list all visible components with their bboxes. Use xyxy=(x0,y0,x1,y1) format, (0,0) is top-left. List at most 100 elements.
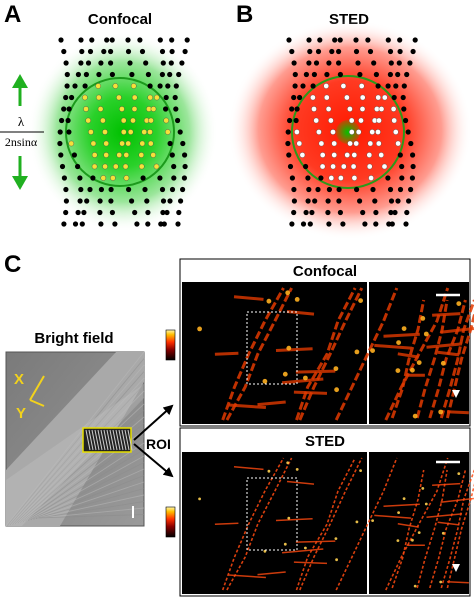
punctum xyxy=(424,502,428,506)
punctum xyxy=(397,511,400,514)
tubule-branch xyxy=(440,497,474,503)
fiber-dot xyxy=(404,209,410,216)
tubule xyxy=(226,457,293,591)
fiber-dot xyxy=(373,71,379,78)
fiber-dot xyxy=(395,198,401,204)
fiber-dot xyxy=(291,60,297,66)
fiber-dot xyxy=(313,60,320,66)
punctum xyxy=(396,340,401,345)
fiber-dot xyxy=(184,37,190,43)
tubule xyxy=(440,469,474,589)
striation-line xyxy=(13,390,145,525)
tubule-branch xyxy=(295,540,336,543)
fiber-dot xyxy=(285,140,291,147)
fiber-dot xyxy=(167,198,173,204)
fiber-dot xyxy=(306,37,312,43)
striation-line xyxy=(29,468,145,521)
roi-striation xyxy=(121,429,127,451)
sted-image xyxy=(182,452,367,594)
fiber-dot xyxy=(95,83,101,89)
fiber-dot xyxy=(289,106,295,112)
punctum xyxy=(370,348,375,353)
punctum xyxy=(333,366,339,371)
fiber-dot xyxy=(145,221,151,227)
fiber-dot xyxy=(392,129,399,135)
fiber-dot xyxy=(176,209,182,216)
fiber-dot xyxy=(83,106,89,112)
fiber-dot xyxy=(109,37,115,43)
fiber-dot xyxy=(395,140,401,147)
fiber-dot xyxy=(144,198,150,204)
fiber-dot xyxy=(150,152,156,158)
tubule-branch xyxy=(432,312,461,317)
punctum xyxy=(410,367,415,373)
fiber-dot xyxy=(145,209,151,216)
tubule-branch xyxy=(432,482,461,487)
fiber-dot xyxy=(164,209,170,216)
fiber-dot xyxy=(292,71,298,78)
fiber-dot xyxy=(169,48,175,55)
fiber-dot xyxy=(160,198,167,204)
fiber-dot xyxy=(381,163,388,170)
striation-line xyxy=(9,371,145,526)
fiber-dot xyxy=(311,106,317,112)
fiber-dot xyxy=(58,152,64,158)
fiber-dot xyxy=(164,129,171,135)
fiber-dot xyxy=(395,71,401,78)
fiber-dot xyxy=(182,48,188,55)
fiber-dot xyxy=(375,83,381,89)
fiber-dot xyxy=(160,209,166,216)
sted-arrowhead xyxy=(452,564,460,572)
fiber-dot xyxy=(139,48,146,55)
roi-striation xyxy=(94,429,100,451)
fiber-dot xyxy=(108,198,114,204)
fiber-dot xyxy=(178,198,184,204)
fiber-dot xyxy=(378,152,385,158)
roi-striation xyxy=(88,429,94,451)
fiber-dot xyxy=(72,83,78,89)
fiber-dot xyxy=(368,175,374,181)
fiber-dot xyxy=(375,129,381,135)
punctum xyxy=(441,531,445,535)
fiber-dot xyxy=(153,163,160,170)
fiber-dot xyxy=(313,117,320,124)
fiber-dot xyxy=(385,37,391,43)
fiber-dot xyxy=(180,186,186,193)
confocal-arrowhead xyxy=(452,390,460,398)
fiber-dot xyxy=(98,60,104,66)
roi-striation xyxy=(100,429,106,451)
fiber-dot xyxy=(286,152,292,158)
fiber-dot xyxy=(61,106,67,112)
formula-denominator: 2nsinα xyxy=(5,135,38,149)
fiber-dot xyxy=(102,163,108,170)
fiber-dot xyxy=(397,48,403,55)
fiber-dot xyxy=(129,198,135,204)
tubule-branch xyxy=(233,465,264,471)
fiber-dot xyxy=(399,163,405,170)
fiber-dot xyxy=(150,106,157,112)
punctum xyxy=(412,413,418,419)
fiber-dot xyxy=(131,94,138,101)
fiber-dot xyxy=(340,163,347,170)
fiber-dot xyxy=(182,163,188,170)
tubule-branch xyxy=(233,295,264,301)
fiber-dot xyxy=(385,83,391,89)
fiber-dot xyxy=(88,129,94,135)
fiber-dot xyxy=(372,198,378,204)
fiber-dot xyxy=(306,186,312,193)
fiber-dot xyxy=(408,140,414,147)
tubule-branch xyxy=(281,377,324,385)
fiber-dot xyxy=(312,198,318,204)
fiber-dot xyxy=(108,48,114,55)
fiber-dot xyxy=(324,71,330,78)
fiber-dot xyxy=(409,175,415,181)
fiber-dot xyxy=(90,175,96,181)
fiber-dot xyxy=(326,60,332,66)
fiber-dot xyxy=(391,94,397,101)
fiber-dot xyxy=(176,71,182,78)
fiber-dot xyxy=(65,117,71,124)
roi-arrow-down xyxy=(133,443,174,478)
punctum xyxy=(286,461,290,465)
fiber-dot xyxy=(167,71,173,78)
fiber-dot xyxy=(300,83,306,89)
